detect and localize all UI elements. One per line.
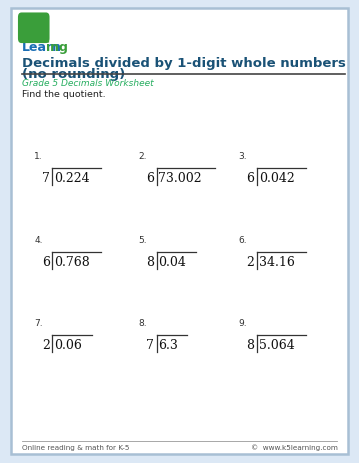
Text: 8.: 8. <box>138 319 147 327</box>
Text: 0.224: 0.224 <box>54 172 90 185</box>
Text: 0.06: 0.06 <box>54 338 82 351</box>
Text: 8: 8 <box>146 255 154 268</box>
Text: 2.: 2. <box>138 152 147 161</box>
Text: ©  www.k5learning.com: © www.k5learning.com <box>251 444 337 450</box>
Text: 0.042: 0.042 <box>259 172 295 185</box>
Text: 2: 2 <box>247 255 255 268</box>
Text: 1.: 1. <box>34 152 43 161</box>
Text: 0.768: 0.768 <box>54 255 90 268</box>
Text: 5.: 5. <box>138 235 147 244</box>
Text: Learn: Learn <box>22 41 61 54</box>
Text: K5: K5 <box>26 22 41 32</box>
Text: Find the quotient.: Find the quotient. <box>22 89 105 98</box>
Text: 6: 6 <box>42 255 50 268</box>
Text: 7.: 7. <box>34 319 43 327</box>
Text: 6.: 6. <box>239 235 247 244</box>
Text: (no rounding): (no rounding) <box>22 68 125 81</box>
Text: 0.04: 0.04 <box>158 255 186 268</box>
Text: 9.: 9. <box>239 319 247 327</box>
Text: ing: ing <box>46 41 68 54</box>
Text: 34.16: 34.16 <box>259 255 295 268</box>
Text: Online reading & math for K-5: Online reading & math for K-5 <box>22 444 129 450</box>
Text: 8: 8 <box>247 338 255 351</box>
Text: 6: 6 <box>146 172 154 185</box>
Text: 6: 6 <box>247 172 255 185</box>
Text: 5.064: 5.064 <box>259 338 295 351</box>
Text: Grade 5 Decimals Worksheet: Grade 5 Decimals Worksheet <box>22 79 153 88</box>
Text: 2: 2 <box>42 338 50 351</box>
Text: 73.002: 73.002 <box>158 172 202 185</box>
Text: 4.: 4. <box>34 235 43 244</box>
Text: 6.3: 6.3 <box>158 338 178 351</box>
Text: 3.: 3. <box>239 152 247 161</box>
Text: Decimals divided by 1-digit whole numbers: Decimals divided by 1-digit whole number… <box>22 56 345 69</box>
Text: 7: 7 <box>42 172 50 185</box>
Text: 7: 7 <box>146 338 154 351</box>
